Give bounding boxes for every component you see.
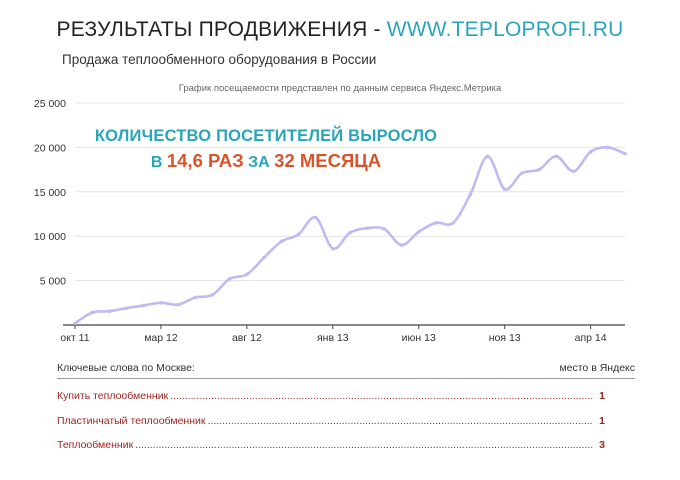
y-tick-label: 15 000 bbox=[34, 187, 66, 199]
x-tick-label: янв 13 bbox=[317, 332, 349, 344]
callout-word-2: ЗА bbox=[248, 154, 270, 171]
data-point bbox=[537, 167, 541, 172]
keywords-divider bbox=[57, 378, 635, 379]
visits-line-chart: 5 000 10 000 15 000 20 000 25 000 окт 11 мар 1… bbox=[34, 98, 627, 344]
keywords-header-left: Ключевые слова по Москве: bbox=[57, 362, 195, 374]
keyword-leader bbox=[135, 439, 593, 451]
callout-line-1: КОЛИЧЕСТВО ПОСЕТИТЕЛЕЙ ВЫРОСЛО bbox=[94, 127, 438, 145]
data-point bbox=[245, 272, 249, 277]
x-tick-label: окт 11 bbox=[60, 332, 89, 344]
chart-callout: КОЛИЧЕСТВО ПОСЕТИТЕЛЕЙ ВЫРОСЛО В 14,6 РА… bbox=[0, 127, 532, 172]
keyword-leader bbox=[208, 415, 594, 427]
data-point bbox=[227, 277, 232, 281]
data-point bbox=[141, 303, 146, 308]
data-point bbox=[124, 306, 129, 310]
callout-number-2: 32 МЕСЯЦА bbox=[274, 150, 382, 171]
y-tick-label: 10 000 bbox=[34, 231, 66, 243]
data-point bbox=[107, 309, 112, 314]
keyword-row: Купить теплообменник 1 bbox=[57, 390, 605, 402]
x-tick-label: июн 13 bbox=[402, 332, 436, 344]
data-point bbox=[382, 227, 387, 231]
callout-line-2: В 14,6 РАЗ ЗА 32 МЕСЯЦА bbox=[0, 150, 532, 172]
page-title: РЕЗУЛЬТАТЫ ПРОДВИЖЕНИЯ - WWW.TEPLOPROFI.… bbox=[0, 18, 680, 42]
data-point bbox=[296, 232, 301, 237]
x-tick-label: апр 14 bbox=[575, 332, 607, 344]
data-point bbox=[623, 151, 627, 156]
x-tick-label: авг 12 bbox=[232, 332, 262, 344]
chart-source-note: График посещаемости представлен по данны… bbox=[178, 83, 502, 94]
callout-word-1: В bbox=[150, 154, 163, 171]
x-tick-label: мар 12 bbox=[144, 332, 178, 344]
data-point bbox=[588, 150, 593, 154]
data-point bbox=[262, 255, 266, 260]
data-point bbox=[554, 154, 559, 159]
data-point bbox=[348, 230, 352, 235]
data-point bbox=[193, 295, 198, 300]
data-point bbox=[176, 302, 180, 307]
keyword-rank: 1 bbox=[599, 390, 605, 402]
keywords-header: Ключевые слова по Москве: место в Яндекс bbox=[57, 362, 635, 374]
data-point bbox=[571, 169, 576, 174]
data-point bbox=[502, 187, 507, 191]
title-prefix: РЕЗУЛЬТАТЫ ПРОДВИЖЕНИЯ - bbox=[56, 18, 387, 41]
keyword-row: Теплообменник 3 bbox=[57, 439, 605, 451]
data-point bbox=[313, 215, 318, 220]
data-point bbox=[416, 229, 421, 234]
y-tick-label: 20 000 bbox=[34, 142, 66, 154]
data-point bbox=[399, 243, 404, 247]
page-subtitle: Продажа теплообменного оборудования в Ро… bbox=[62, 52, 377, 67]
data-point bbox=[434, 221, 438, 225]
keyword-leader bbox=[170, 390, 593, 402]
data-point bbox=[210, 293, 215, 297]
callout-number-1: 14,6 РАЗ bbox=[166, 150, 244, 171]
data-point bbox=[485, 154, 490, 159]
y-tick-label: 25 000 bbox=[34, 98, 66, 110]
keyword-name: Теплообменник bbox=[57, 439, 134, 451]
data-point bbox=[331, 246, 335, 251]
keyword-name: Пластинчатый теплообменник bbox=[57, 415, 206, 427]
keyword-name: Купить теплообменник bbox=[57, 390, 169, 402]
data-point bbox=[606, 145, 610, 150]
data-point bbox=[90, 310, 94, 315]
keyword-rank: 1 bbox=[599, 415, 605, 427]
title-url: WWW.TEPLOPROFI.RU bbox=[386, 18, 624, 41]
data-point bbox=[451, 221, 455, 225]
data-point bbox=[520, 171, 524, 175]
y-tick-label: 5 000 bbox=[40, 276, 66, 288]
x-tick-label: ноя 13 bbox=[489, 332, 521, 344]
data-point bbox=[468, 192, 473, 197]
data-point bbox=[73, 321, 77, 326]
data-point bbox=[279, 239, 284, 244]
data-point bbox=[159, 301, 163, 305]
data-point bbox=[365, 226, 369, 231]
keywords-header-right: место в Яндекс bbox=[559, 362, 635, 374]
series-line bbox=[73, 146, 627, 325]
keyword-rank: 3 bbox=[599, 439, 605, 451]
keyword-row: Пластинчатый теплообменник 1 bbox=[57, 415, 605, 427]
